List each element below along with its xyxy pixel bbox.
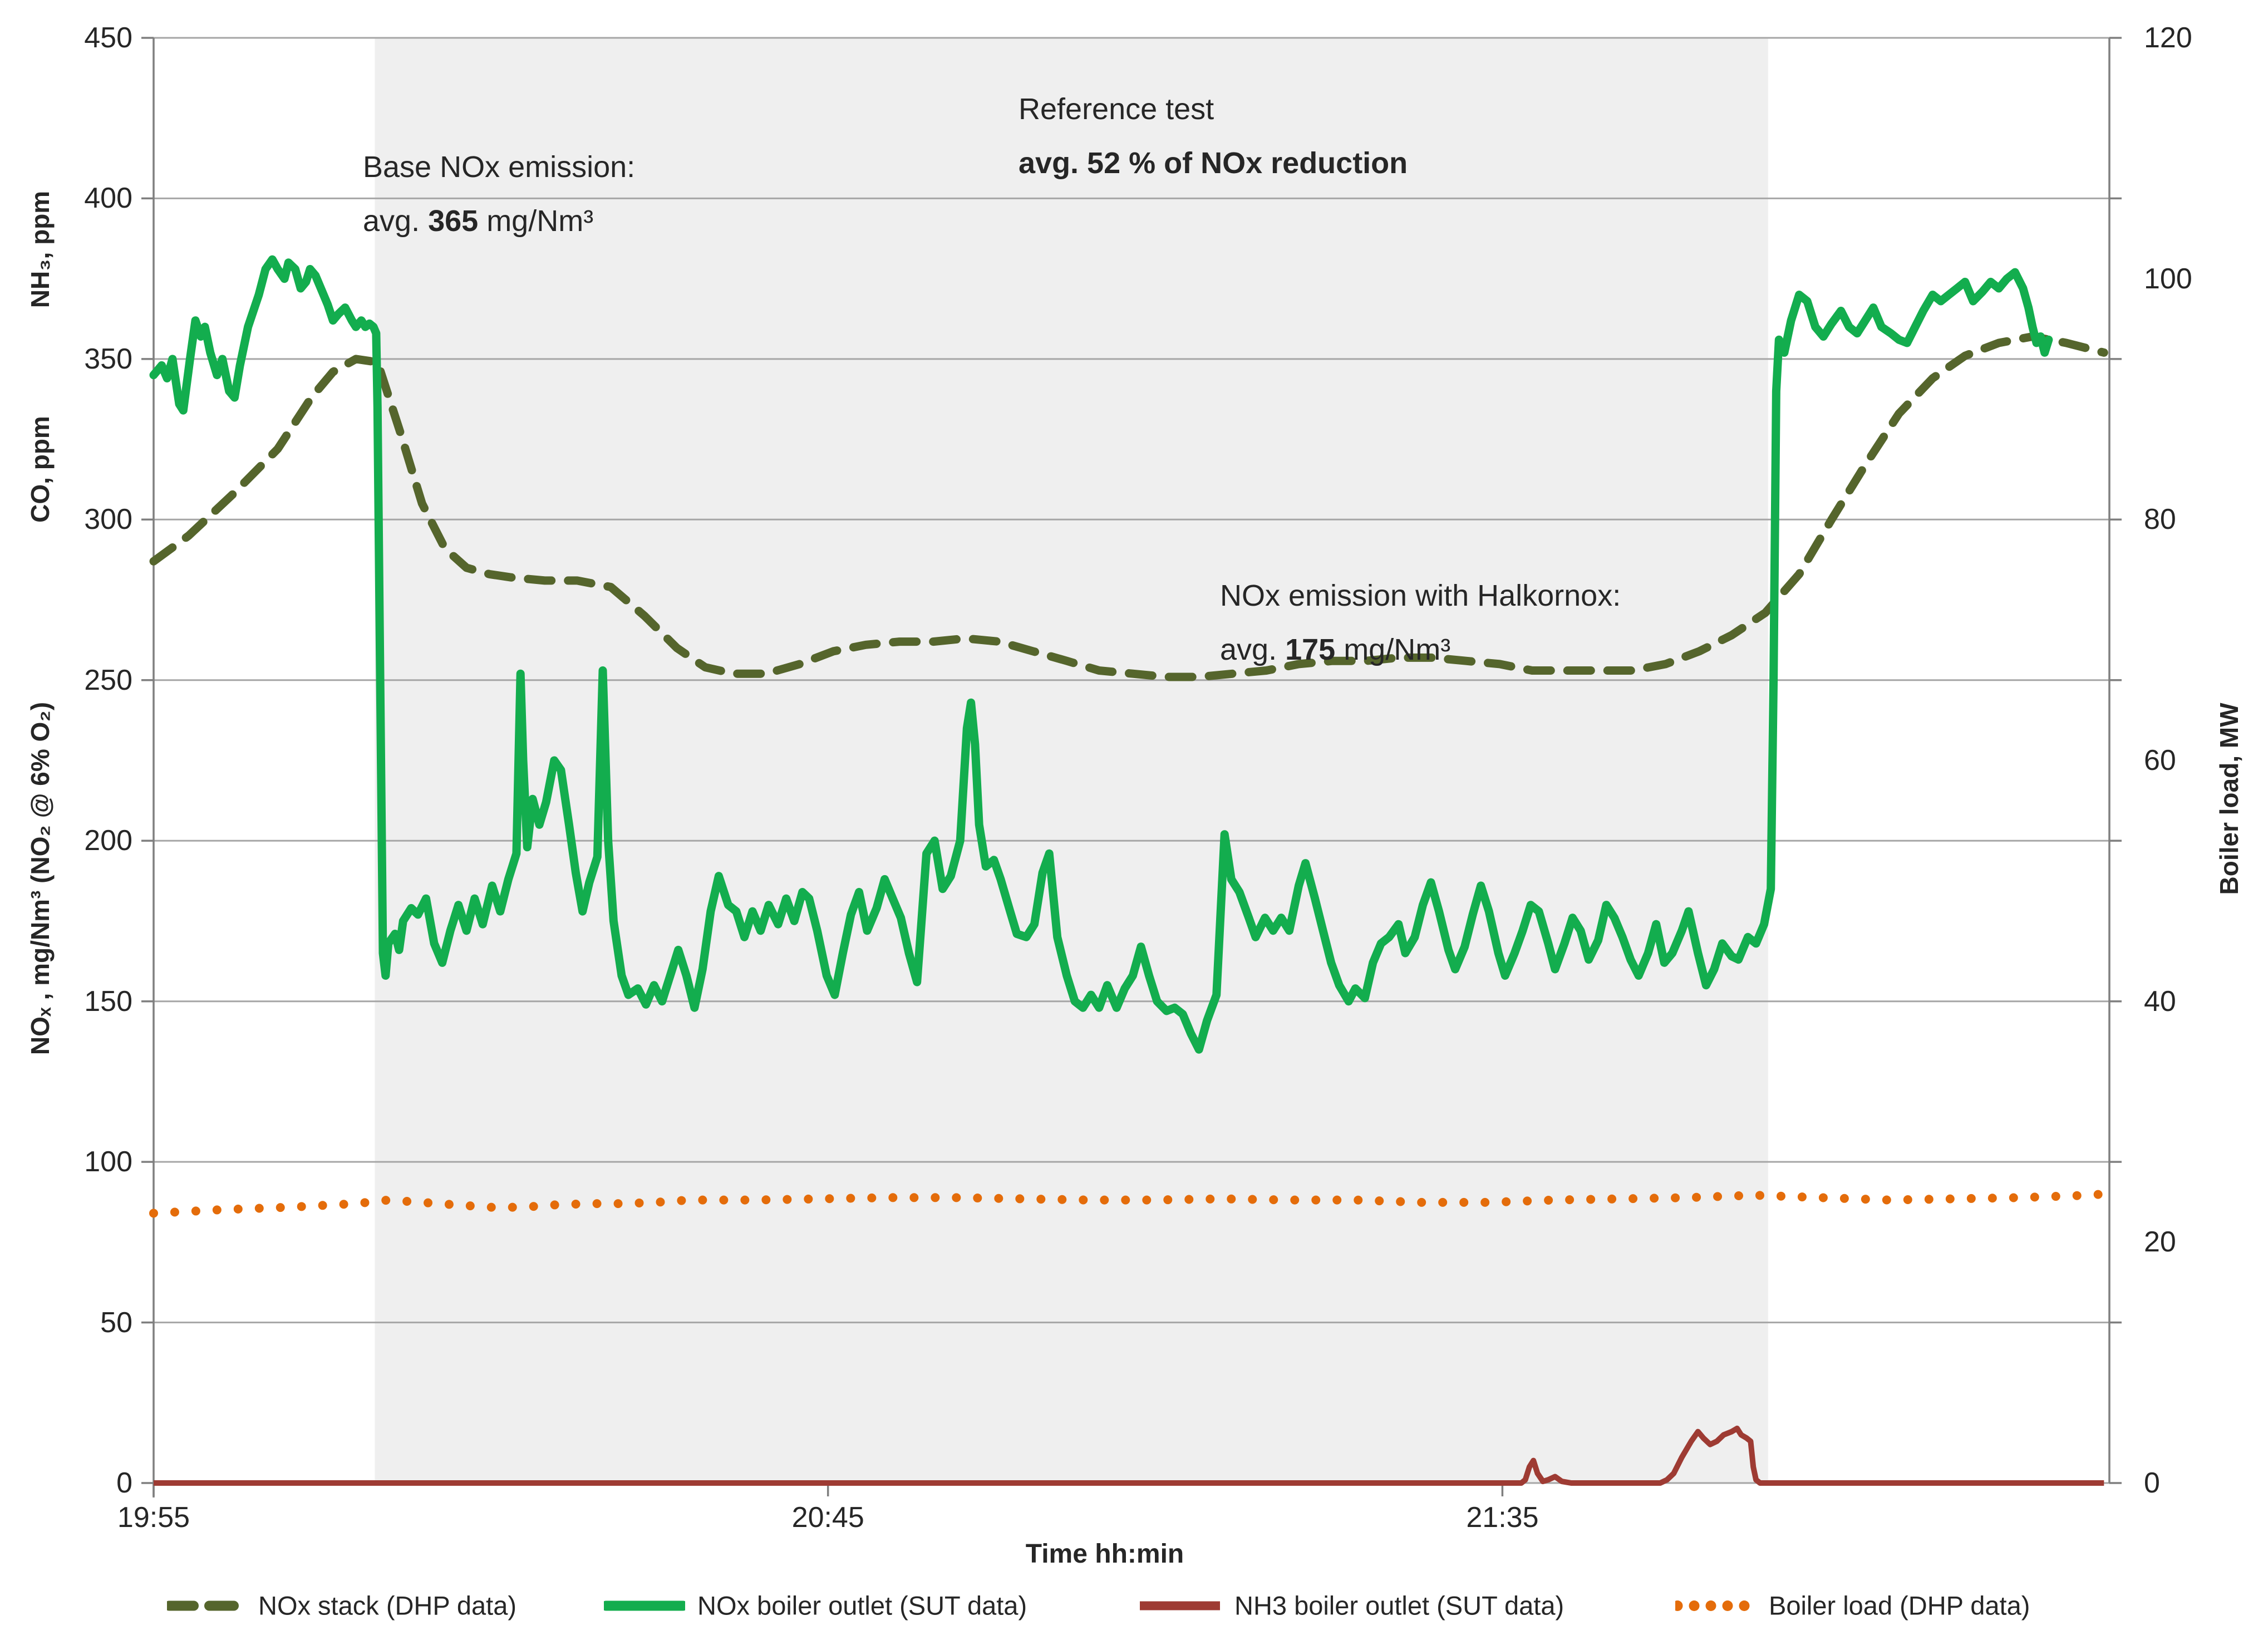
annotation-reference-line1: Reference test [1019,92,1214,126]
y-right-tick-label: 100 [2144,262,2192,295]
annotation-halkornox-line1: NOx emission with Halkornox: [1220,579,1621,612]
annotation-halkornox: NOx emission with Halkornox: avg. 175 mg… [1220,569,1621,677]
y-right-tick-label: 60 [2144,744,2176,777]
y-left-tick-label: 450 [84,22,132,54]
series-3 [149,1189,2109,1218]
y-axis-left-title-nox: NOₓ , mg/Nm³ (NO₂ @ 6% O₂) [26,701,55,1055]
legend-swatch-nox-boiler-outlet-icon [604,1600,685,1610]
y-left-tick-label: 0 [116,1467,132,1499]
series-2 [154,1425,2104,1486]
y-right-tick-label: 80 [2144,503,2176,536]
legend-label-boiler-load: Boiler load (DHP data) [1769,1590,2030,1621]
y-right-tick-label: 0 [2144,1467,2160,1499]
x-tick-label: 21:35 [1466,1501,1539,1534]
legend-item-nox-stack: NOx stack (DHP data) [167,1590,516,1621]
y-axis-left-title-nh3: NH₃, ppm [26,190,55,308]
legend-label-nox-stack: NOx stack (DHP data) [258,1590,517,1621]
legend-label-nh3-boiler-outlet: NH3 boiler outlet (SUT data) [1234,1590,1565,1621]
annotation-base-nox-line1: Base NOx emission: [363,150,636,184]
legend-item-nh3-boiler-outlet: NH3 boiler outlet (SUT data) [1138,1590,1564,1621]
x-axis-title: Time hh:min [1025,1539,1184,1569]
series-1 [149,255,2053,1054]
annotation-base-nox: Base NOx emission: avg. 365 mg/Nm³ [363,140,635,248]
annotation-reference-line2: avg. 52 % of NOx reduction [1019,146,1408,180]
y-left-tick-label: 50 [100,1306,132,1339]
y-left-tick-label: 100 [84,1146,132,1179]
y-left-tick-label: 150 [84,985,132,1018]
annotation-reference-test: Reference test avg. 52 % of NOx reductio… [1019,82,1408,190]
legend-label-nox-boiler-outlet: NOx boiler outlet (SUT data) [697,1590,1027,1621]
legend-swatch-nh3-boiler-outlet-icon [1140,1601,1220,1610]
y-axis-left-title-co: CO, ppm [26,416,55,523]
y-right-tick-label: 40 [2144,985,2176,1018]
y-right-tick-label: 120 [2144,22,2192,54]
y-left-tick-label: 300 [84,503,132,536]
series-0 [149,332,2108,681]
legend-item-boiler-load: Boiler load (DHP data) [1675,1590,2030,1621]
legend-item-nox-boiler-outlet: NOx boiler outlet (SUT data) [604,1590,1027,1621]
y-right-tick-label: 20 [2144,1226,2176,1259]
y-left-tick-label: 350 [84,342,132,375]
reference-band [375,38,1768,1483]
annotation-base-nox-line2: avg. 365 mg/Nm³ [363,204,594,238]
legend-swatch-nox-stack-icon [167,1600,246,1610]
y-axis-right-title: Boiler load, MW [2215,703,2244,895]
y-left-tick-label: 200 [84,824,132,857]
x-tick-label: 20:45 [791,1501,864,1534]
legend-swatch-boiler-load-icon [1675,1600,1757,1611]
y-left-tick-label: 400 [84,182,132,215]
y-left-tick-label: 250 [84,664,132,696]
annotation-halkornox-line2: avg. 175 mg/Nm³ [1220,633,1451,666]
x-tick-label: 19:55 [117,1501,190,1534]
